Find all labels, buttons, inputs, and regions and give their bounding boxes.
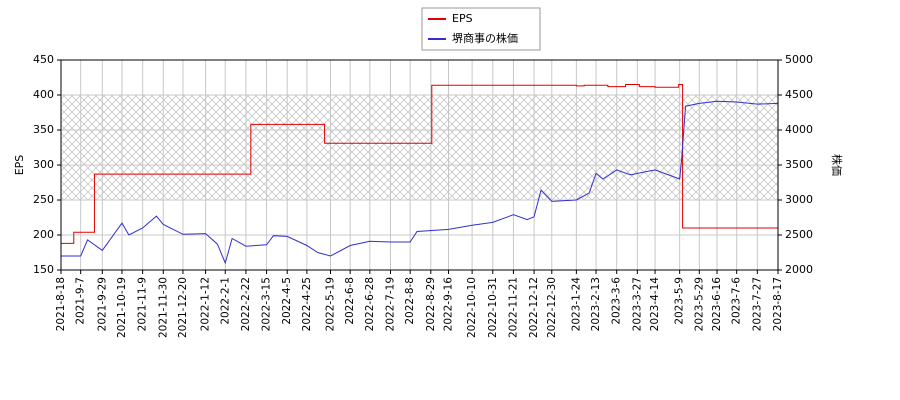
series-line [61, 84, 778, 244]
x-tick-label: 2022-4-5 [281, 277, 293, 325]
x-tick-label: 2022-6-28 [364, 277, 376, 331]
x-tick-label: 2021-8-18 [55, 277, 67, 331]
y2-tick-label: 2000 [785, 263, 813, 276]
shaded-range [61, 95, 778, 200]
x-tick-label: 2021-11-9 [137, 277, 149, 331]
x-tick-label: 2021-9-7 [75, 277, 87, 325]
x-tick-label: 2022-11-21 [507, 277, 519, 338]
y-tick-label: 250 [33, 193, 54, 206]
x-tick-label: 2021-12-20 [177, 277, 189, 338]
x-tick-label: 2022-2-22 [240, 277, 252, 331]
x-tick-label: 2023-3-6 [611, 277, 623, 325]
legend-label: EPS [452, 12, 473, 25]
legend-box [421, 7, 541, 51]
x-tick-label: 2022-6-8 [344, 277, 356, 325]
x-tick-label: 2021-9-29 [96, 277, 108, 331]
x-tick-label: 2022-9-16 [443, 277, 455, 332]
y2-tick-label: 5000 [785, 53, 813, 66]
y2-tick-label: 3000 [785, 193, 813, 206]
y-tick-label: 150 [33, 263, 54, 276]
x-tick-label: 2021-10-19 [116, 277, 128, 338]
x-tick-label: 2023-8-17 [772, 277, 784, 331]
x-tick-label: 2023-3-27 [631, 277, 643, 331]
y-tick-label: 450 [33, 53, 54, 66]
x-tick-label: 2023-4-14 [649, 277, 661, 332]
series-line [61, 100, 779, 265]
x-tick-label: 2022-10-10 [466, 277, 478, 338]
x-tick-label: 2022-8-29 [425, 277, 437, 331]
x-tick-label: 2022-10-31 [487, 277, 499, 338]
x-tick-label: 2022-4-25 [301, 277, 313, 331]
x-tick-label: 2022-5-19 [324, 277, 336, 331]
legend: EPS 堺商事の株価 [421, 7, 541, 51]
y2-tick-label: 4000 [785, 123, 813, 136]
legend-label: 堺商事の株価 [452, 31, 518, 45]
y2-tick-label: 3500 [785, 158, 813, 171]
x-tick-label: 2023-6-16 [711, 277, 723, 332]
x-tick-label: 2023-1-24 [570, 277, 582, 332]
x-tick-label: 2022-12-30 [546, 277, 558, 338]
x-tick-label: 2022-3-15 [261, 277, 273, 331]
y2-tick-label: 2500 [785, 228, 813, 241]
x-tick-label: 2021-11-30 [157, 277, 169, 338]
x-tick-label: 2022-8-8 [404, 277, 416, 325]
x-tick-label: 2023-2-13 [590, 277, 602, 331]
x-tick-label: 2023-5-29 [693, 277, 705, 331]
y-axis-label: EPS [13, 155, 26, 176]
y2-axis-label: 株価 [830, 154, 844, 176]
x-tick-label: 2022-1-12 [200, 277, 212, 331]
y-tick-label: 400 [33, 88, 54, 101]
x-tick-label: 2023-7-27 [751, 277, 763, 331]
x-tick-label: 2022-2-1 [219, 277, 231, 325]
y2-tick-label: 4500 [785, 88, 813, 101]
x-tick-label: 2022-12-12 [528, 277, 540, 338]
y-tick-label: 350 [33, 123, 54, 136]
x-tick-label: 2023-5-9 [674, 277, 686, 325]
plot-area [60, 59, 779, 271]
y-tick-label: 200 [33, 228, 54, 241]
y-tick-label: 300 [33, 158, 54, 171]
x-tick-label: 2022-7-19 [384, 277, 396, 331]
x-tick-label: 2023-7-6 [731, 277, 743, 325]
